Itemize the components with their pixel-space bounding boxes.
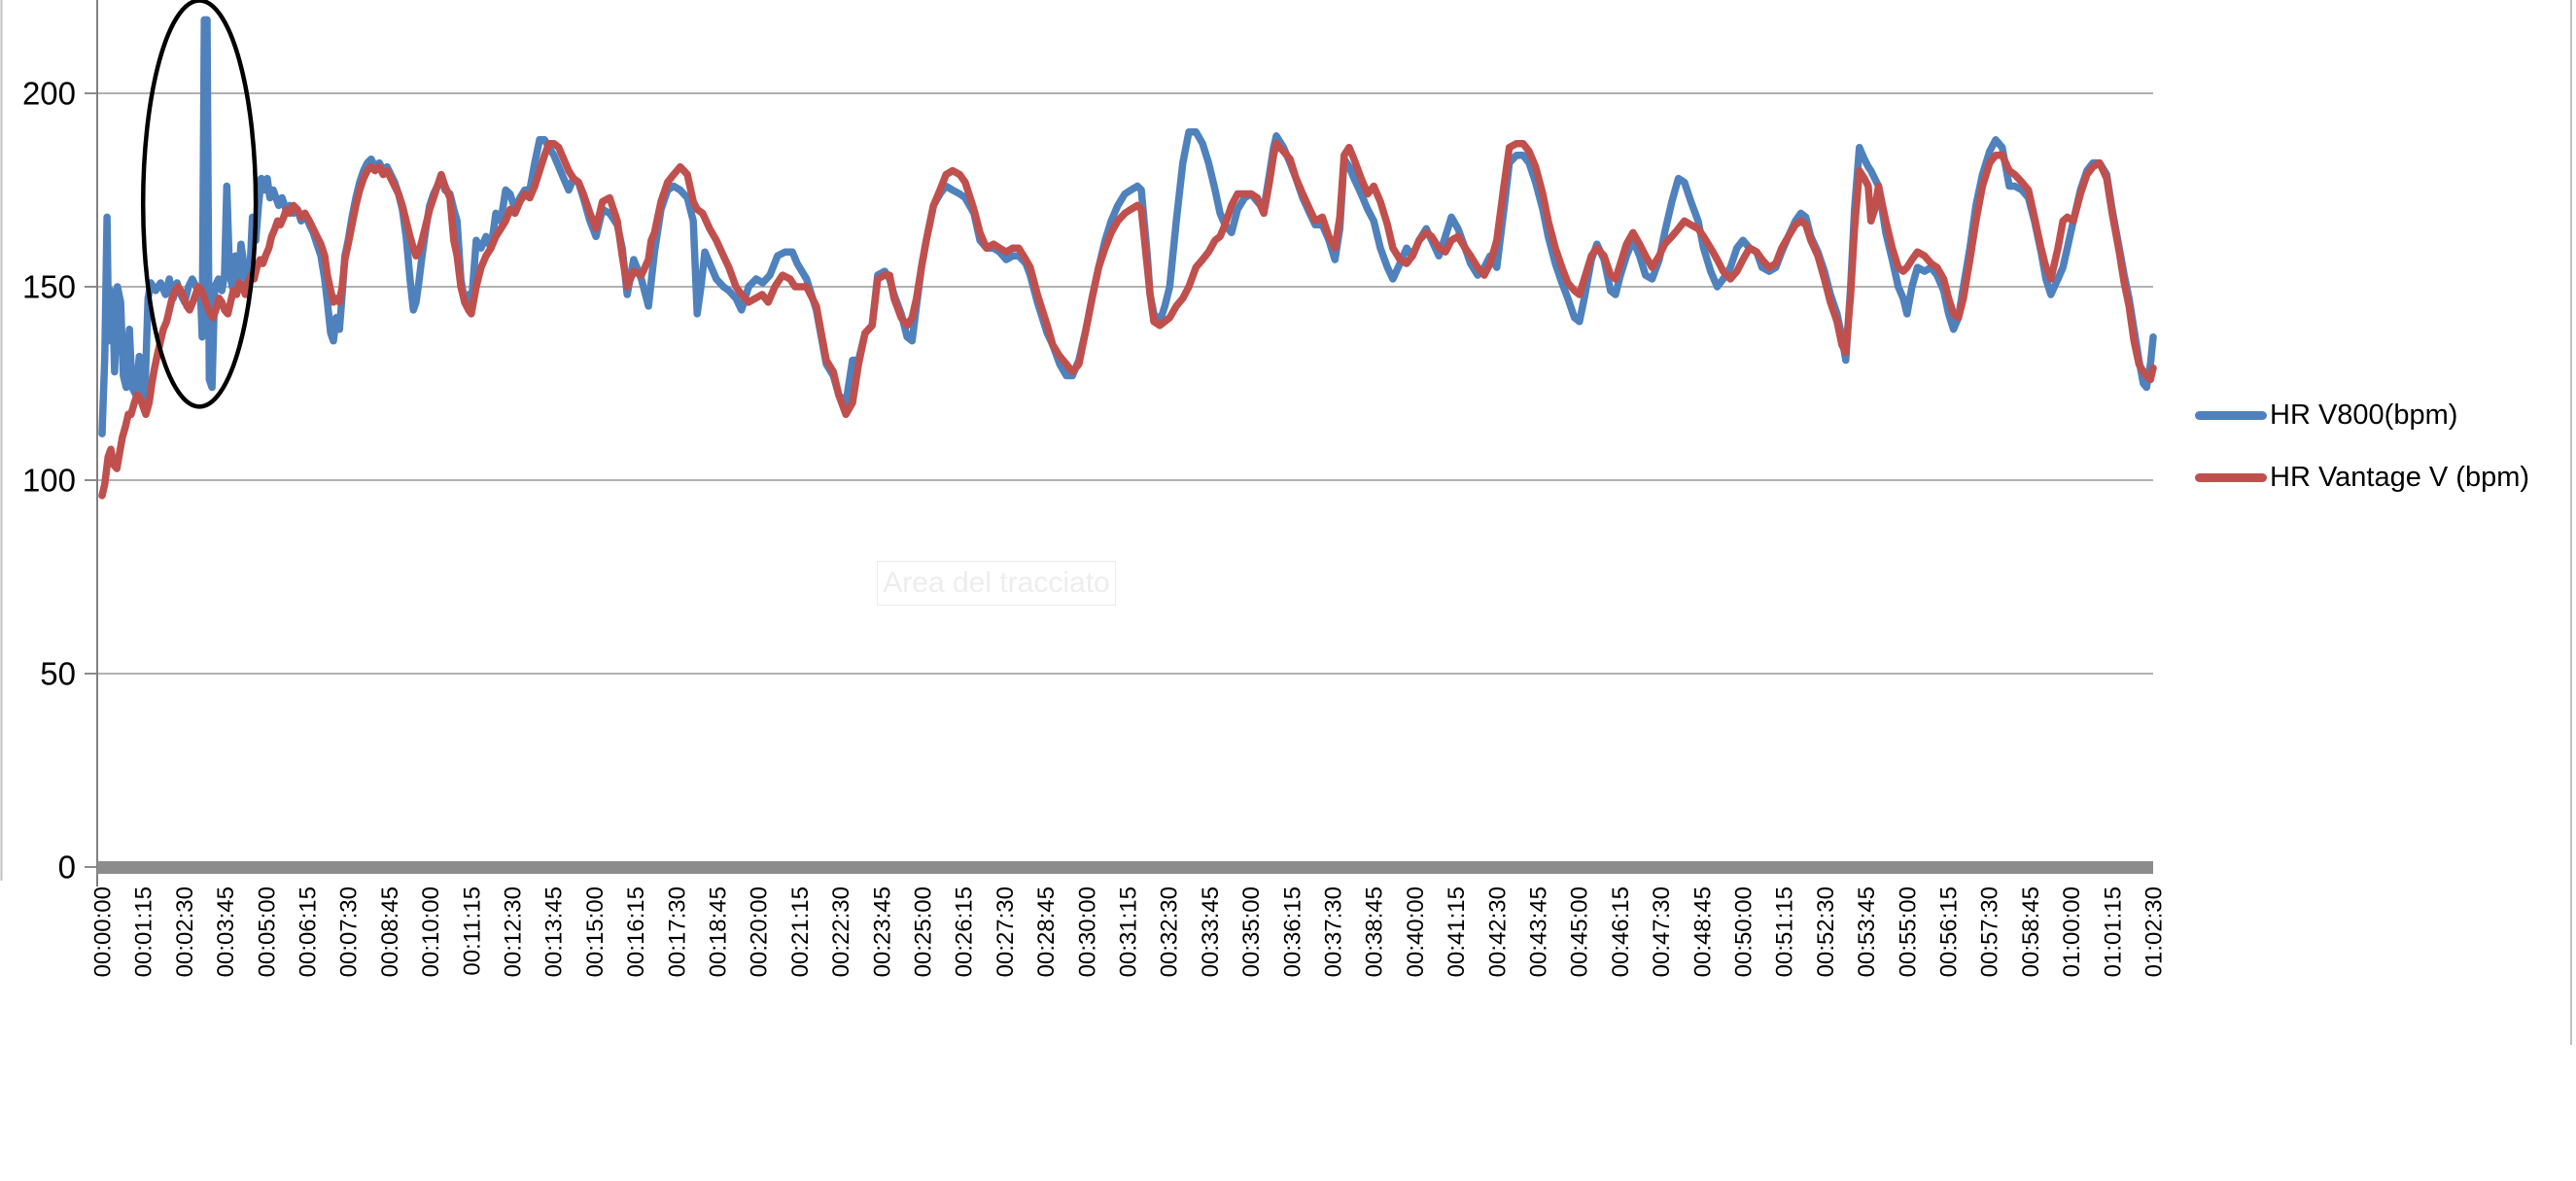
x-axis-tick-label[interactable]: 00:06:15 xyxy=(296,886,322,977)
x-axis-tick-label[interactable]: 00:33:45 xyxy=(1198,886,1224,977)
x-axis-tick-label[interactable]: 00:38:45 xyxy=(1362,886,1388,977)
x-axis-tick-label[interactable]: 00:10:00 xyxy=(418,886,444,977)
x-axis-tick-label[interactable]: 01:01:15 xyxy=(2100,886,2126,977)
x-axis-tick-label[interactable]: 00:40:00 xyxy=(1403,886,1429,977)
anomaly-ellipse-annotation[interactable] xyxy=(140,0,259,409)
x-axis-tick-label[interactable]: 00:35:00 xyxy=(1238,886,1265,977)
x-axis-tick-label[interactable]: 00:58:45 xyxy=(2018,886,2044,977)
hr-vantage-v-series-line[interactable] xyxy=(98,139,2157,500)
legend-item-hr-v800[interactable]: HR V800(bpm) xyxy=(2195,399,2529,431)
x-axis-tick-label[interactable]: 00:52:30 xyxy=(1813,886,1839,977)
x-axis-tick-label[interactable]: 00:16:15 xyxy=(623,886,649,977)
y-axis-tick-label[interactable]: 100 xyxy=(22,463,76,499)
x-axis-tick-label[interactable]: 00:53:45 xyxy=(1854,886,1880,977)
x-axis-tick-label[interactable]: 00:32:30 xyxy=(1157,886,1183,977)
x-axis-tick-label[interactable]: 00:55:00 xyxy=(1895,886,1921,977)
x-axis-tick-label[interactable]: 00:01:15 xyxy=(131,886,157,977)
x-axis-tick-label[interactable]: 00:03:45 xyxy=(213,886,239,977)
x-axis-tick-label[interactable]: 00:17:30 xyxy=(664,886,690,977)
x-axis-tick-label[interactable]: 00:47:30 xyxy=(1649,886,1675,977)
x-axis-tick-label[interactable]: 00:21:15 xyxy=(787,886,814,977)
x-axis-tick-label[interactable]: 00:30:00 xyxy=(1074,886,1100,977)
x-axis-tick-label[interactable]: 00:22:30 xyxy=(828,886,854,977)
x-axis-tick-label[interactable]: 00:08:45 xyxy=(377,886,403,977)
plot-area-tooltip: Area del tracciato xyxy=(877,561,1116,606)
y-axis-tick-label[interactable]: 0 xyxy=(58,850,76,886)
y-axis-tick-label[interactable]: 200 xyxy=(22,76,76,112)
x-axis-tick-label[interactable]: 01:02:30 xyxy=(2141,886,2168,977)
legend-label-hr-vantage-v: HR Vantage V (bpm) xyxy=(2270,461,2530,493)
x-axis-tick-label[interactable]: 00:25:00 xyxy=(911,886,937,977)
x-axis-tick-label[interactable]: 00:43:45 xyxy=(1526,886,1552,977)
chart-legend[interactable]: HR V800(bpm) HR Vantage V (bpm) xyxy=(2195,399,2530,493)
x-axis-tick-label[interactable]: 00:20:00 xyxy=(747,886,773,977)
x-axis-tick-label[interactable]: 01:00:00 xyxy=(2059,886,2085,977)
x-axis-bar xyxy=(97,861,2153,874)
x-axis-tick-label[interactable]: 00:48:45 xyxy=(1689,886,1716,977)
legend-line-sample-blue xyxy=(2195,410,2267,420)
x-axis-tick-label[interactable]: 00:12:30 xyxy=(501,886,527,977)
x-axis-tick-label[interactable]: 00:51:15 xyxy=(1772,886,1798,977)
x-axis-tick-label[interactable]: 00:11:15 xyxy=(459,886,485,976)
x-axis-tick-label[interactable]: 00:23:45 xyxy=(869,886,895,977)
legend-line-sample-red xyxy=(2195,472,2267,482)
x-axis-tick-label[interactable]: 00:36:15 xyxy=(1279,886,1305,977)
x-axis-tick-label[interactable]: 00:28:45 xyxy=(1033,886,1060,977)
x-axis-tick-label[interactable]: 00:13:45 xyxy=(541,886,568,977)
x-axis-tick-label[interactable]: 00:56:15 xyxy=(1936,886,1963,977)
x-axis-tick-label[interactable]: 00:42:30 xyxy=(1484,886,1511,977)
x-axis-tick-label[interactable]: 00:41:15 xyxy=(1444,886,1470,977)
plot-area[interactable] xyxy=(97,0,2153,867)
x-axis-tick-label[interactable]: 00:46:15 xyxy=(1608,886,1634,977)
legend-item-hr-vantage-v[interactable]: HR Vantage V (bpm) xyxy=(2195,461,2530,493)
x-axis-tick-label[interactable]: 00:26:15 xyxy=(952,886,978,977)
y-axis-tick-label[interactable]: 150 xyxy=(22,269,76,305)
x-axis-tick-label[interactable]: 00:27:30 xyxy=(992,886,1019,977)
x-axis-tick-label[interactable]: 00:00:00 xyxy=(90,886,117,977)
x-axis-tick-label[interactable]: 00:18:45 xyxy=(706,886,732,977)
legend-label-hr-v800: HR V800(bpm) xyxy=(2270,399,2458,431)
x-axis-tick-label[interactable]: 00:15:00 xyxy=(582,886,609,977)
x-axis-tick-label[interactable]: 00:57:30 xyxy=(1977,886,2003,977)
x-axis-tick-label[interactable]: 00:07:30 xyxy=(336,886,363,977)
x-axis-tick-label[interactable]: 00:05:00 xyxy=(254,886,280,977)
y-axis-tick-label[interactable]: 50 xyxy=(40,656,76,692)
x-axis-tick-label[interactable]: 00:45:00 xyxy=(1567,886,1593,977)
x-axis-tick-label[interactable]: 00:02:30 xyxy=(172,886,198,977)
x-axis-tick-label[interactable]: 00:50:00 xyxy=(1731,886,1758,977)
x-axis-tick-label[interactable]: 00:31:15 xyxy=(1116,886,1142,977)
x-axis-tick-label[interactable]: 00:37:30 xyxy=(1321,886,1347,977)
